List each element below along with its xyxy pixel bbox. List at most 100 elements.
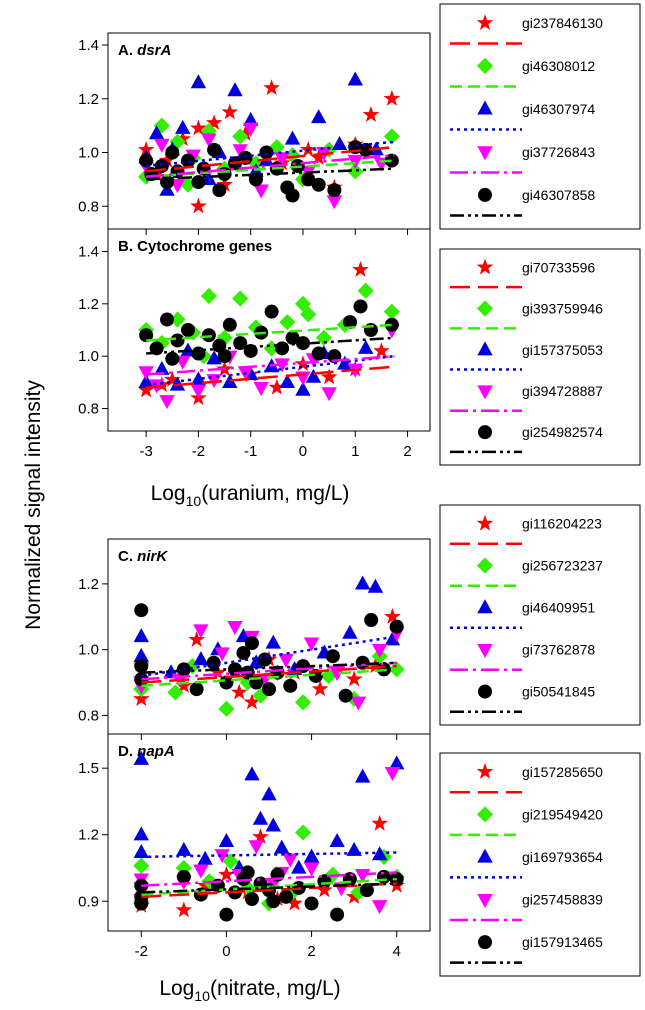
data-point	[232, 144, 248, 159]
data-point	[214, 849, 230, 864]
data-point	[316, 881, 333, 898]
legend-label: gi219549420	[522, 806, 603, 822]
data-point	[243, 122, 259, 137]
data-point	[357, 282, 374, 299]
data-point	[134, 659, 149, 674]
legend-item: gi46409951	[450, 599, 595, 630]
trend-line-gi169793654	[141, 851, 397, 859]
data-point	[191, 175, 206, 190]
legend-item: gi46307974	[450, 100, 595, 131]
data-point	[253, 381, 269, 396]
data-point	[362, 106, 380, 122]
x-label-log: Log	[151, 482, 186, 505]
panel-marks	[132, 575, 405, 717]
data-point	[134, 896, 149, 911]
data-point	[286, 894, 303, 911]
legend-item: gi254982574	[450, 424, 603, 454]
panel-letter: C.	[118, 548, 137, 565]
panel-gene: dsrA	[137, 42, 171, 59]
data-point	[285, 188, 300, 203]
data-point	[279, 373, 295, 388]
legend-label: gi116204223	[522, 516, 602, 532]
x-tick-label: 2	[307, 943, 315, 960]
data-point	[175, 901, 193, 918]
data-point	[342, 872, 357, 887]
data-point	[219, 907, 234, 922]
legend-item: gi116204223	[450, 514, 602, 546]
data-point	[262, 682, 276, 697]
legend-marker	[478, 935, 492, 950]
data-point	[353, 299, 368, 314]
data-point	[350, 696, 367, 711]
data-point	[268, 378, 286, 395]
legend-marker	[476, 300, 494, 317]
x-label-sub: 10	[194, 988, 210, 1004]
y-tick-label: 0.8	[78, 401, 99, 418]
data-point	[320, 667, 337, 685]
legend-box	[439, 504, 641, 726]
data-point	[384, 153, 399, 168]
legend-marker	[476, 557, 494, 574]
data-point	[189, 682, 204, 697]
data-point	[175, 677, 193, 693]
legend-label: gi70733596	[522, 259, 595, 275]
trend-line-gi70733596	[146, 365, 395, 389]
panel-marks	[137, 71, 401, 214]
x-tick-label: -2	[192, 443, 205, 460]
data-point	[389, 619, 404, 634]
data-point	[160, 175, 175, 190]
series-gi254982574	[139, 299, 399, 366]
data-point	[265, 817, 281, 832]
panel-title: A. dsrA	[118, 42, 171, 59]
data-point	[218, 700, 235, 717]
legend-marker	[477, 599, 493, 614]
panel-frame	[107, 538, 431, 735]
data-point	[383, 303, 400, 320]
data-point	[384, 767, 401, 782]
legend-marker	[477, 100, 493, 115]
data-point	[311, 680, 329, 697]
data-point	[303, 848, 320, 863]
data-point	[217, 349, 232, 364]
data-point	[253, 184, 269, 199]
legend-item: gi237846130	[450, 14, 603, 45]
data-point	[263, 79, 280, 96]
data-point	[133, 647, 149, 662]
data-point	[364, 613, 379, 628]
data-point	[303, 637, 320, 652]
data-point	[305, 368, 322, 383]
data-point	[310, 149, 327, 165]
data-point	[367, 578, 384, 593]
data-point	[291, 859, 307, 874]
trend-line-gi50541845	[141, 661, 397, 674]
panel-gene: Cytochrome genes	[137, 238, 272, 255]
x-tick-label: 1	[351, 443, 359, 460]
legend-label: gi393759946	[522, 301, 603, 317]
y-tick-label: 0.8	[78, 198, 99, 215]
data-point	[285, 330, 300, 345]
data-point	[154, 360, 170, 375]
trend-line-gi254982574	[146, 336, 395, 355]
x-tick-label: 4	[393, 943, 401, 960]
y-tick-label: 0.8	[78, 707, 99, 724]
legend-item: gi46307858	[450, 187, 595, 217]
data-point	[282, 853, 298, 868]
panel-letter: D.	[118, 743, 137, 760]
data-point	[244, 766, 260, 781]
data-point	[201, 328, 216, 343]
data-point	[133, 826, 149, 841]
legend-marker	[476, 514, 494, 531]
data-point	[330, 907, 345, 922]
data-point	[301, 172, 316, 187]
data-point	[193, 624, 209, 639]
y-tick-label: 1.4	[78, 243, 99, 260]
data-point	[295, 336, 310, 351]
data-point	[175, 859, 192, 877]
data-point	[264, 304, 279, 319]
x-axis-label-nitrate: Log10(nitrate, mg/L)	[159, 977, 340, 1004]
x-axis-label-uranium: Log10(uranium, mg/L)	[151, 482, 350, 509]
legend-label: gi46307974	[522, 101, 595, 117]
panel-frame	[107, 733, 431, 932]
trend-line-gi257458839	[141, 871, 397, 887]
y-tick-label: 1.2	[78, 91, 99, 108]
